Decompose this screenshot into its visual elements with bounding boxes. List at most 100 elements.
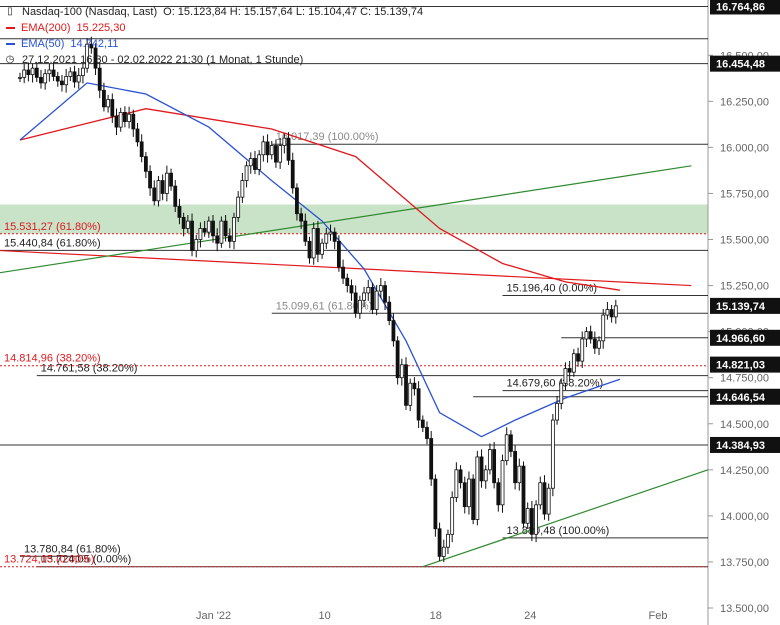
candle — [160, 174, 165, 201]
candle — [211, 215, 215, 243]
candle — [483, 465, 488, 489]
candle — [458, 465, 463, 489]
level-label: 15.099,61 (61.80%) — [276, 300, 373, 312]
candle-body — [307, 240, 312, 259]
axis-price-label: 14.821,03 — [716, 360, 765, 372]
candle — [605, 301, 610, 320]
candle — [127, 106, 131, 129]
candle-body — [542, 482, 547, 515]
candle — [345, 273, 350, 293]
candle-body — [135, 128, 140, 143]
axis-price-label: 14.966,60 — [716, 333, 765, 345]
candle — [93, 43, 98, 75]
candle-body — [416, 388, 421, 421]
candle — [571, 349, 576, 377]
candle — [592, 331, 597, 354]
candle-body — [236, 196, 241, 218]
current-price-label: 15.139,74 — [716, 301, 766, 313]
ema50-label: EMA(50) — [21, 38, 65, 50]
level-label: 13.724,05 (0.00%) — [41, 554, 132, 566]
candle — [328, 224, 333, 241]
clock-icon: ◷ — [5, 54, 15, 65]
candle — [496, 478, 501, 512]
candle — [85, 38, 90, 73]
candle-body — [475, 456, 480, 520]
candle-body — [345, 277, 350, 286]
y-tick-label: 14.000,00 — [720, 511, 769, 523]
legend-instrument-row: ▯ Nasdaq-100 (Nasdaq, Last) O: 15.123,84… — [4, 4, 423, 20]
candle-body — [114, 115, 119, 128]
candle — [542, 475, 547, 520]
candle — [395, 336, 400, 385]
candle — [64, 68, 69, 93]
candle-body — [18, 76, 22, 79]
candle-body — [232, 217, 236, 242]
legend-ema200-row: EMA(200) 15.225,30 — [4, 20, 423, 36]
candle-body — [68, 71, 73, 77]
candle-body — [156, 180, 161, 202]
candle-body — [374, 290, 379, 310]
candle-body — [211, 220, 215, 237]
candle-body — [60, 80, 64, 86]
candle-body — [265, 141, 270, 156]
candle-body — [408, 382, 413, 406]
candle-body — [261, 141, 266, 156]
axis-price-label-box — [710, 329, 780, 346]
candle-body — [420, 419, 425, 428]
candle — [504, 427, 509, 466]
candle — [609, 304, 614, 323]
candlestick-icon: ▯ — [7, 6, 13, 17]
candle-body — [55, 76, 60, 82]
candle — [223, 215, 228, 242]
candle — [336, 235, 341, 272]
candle — [437, 522, 442, 562]
x-tick-label: 18 — [430, 610, 442, 622]
candle-body — [303, 220, 308, 242]
candle — [559, 378, 564, 410]
candle — [106, 94, 111, 113]
candle-body — [437, 528, 442, 557]
candle — [227, 228, 232, 249]
candle-body — [311, 228, 316, 259]
candle-body — [479, 456, 484, 482]
ema200-swatch — [6, 27, 15, 29]
candle — [240, 173, 245, 203]
candle-body — [336, 240, 341, 268]
candle-body — [383, 285, 387, 303]
candle — [60, 74, 64, 92]
candle — [613, 299, 618, 324]
candle — [408, 378, 413, 412]
instrument-name: Nasdaq-100 (Nasdaq, Last) — [22, 6, 158, 18]
candle-body — [362, 292, 366, 301]
y-tick-label: 15.750,00 — [720, 188, 769, 200]
candle-body — [227, 235, 232, 242]
candle — [467, 471, 471, 515]
candle — [462, 476, 467, 514]
candle — [156, 175, 161, 207]
y-tick-label: 13.750,00 — [720, 557, 769, 569]
axis-price-label-box — [710, 55, 780, 72]
candle — [521, 461, 526, 528]
candle — [479, 449, 484, 488]
candle — [311, 222, 316, 265]
candle — [563, 362, 568, 391]
candle-body — [454, 469, 459, 498]
candle — [177, 198, 182, 225]
candle — [517, 458, 522, 491]
ema200-label: EMA(200) — [21, 22, 71, 34]
red-trendline — [0, 249, 692, 287]
candle-body — [106, 99, 111, 108]
candle-body — [588, 331, 593, 340]
fib-red-label: 15.531,27 (61.80%) — [4, 221, 101, 233]
candle-body — [81, 67, 85, 76]
candle-body — [429, 438, 434, 480]
candle — [488, 443, 492, 475]
candle — [97, 62, 102, 99]
fib-zone — [0, 204, 708, 234]
level-label: 14.679,60 (38.20%) — [507, 378, 604, 390]
candle — [236, 191, 241, 223]
candle — [110, 93, 115, 123]
candle-body — [64, 76, 69, 86]
candle-body — [605, 309, 610, 316]
